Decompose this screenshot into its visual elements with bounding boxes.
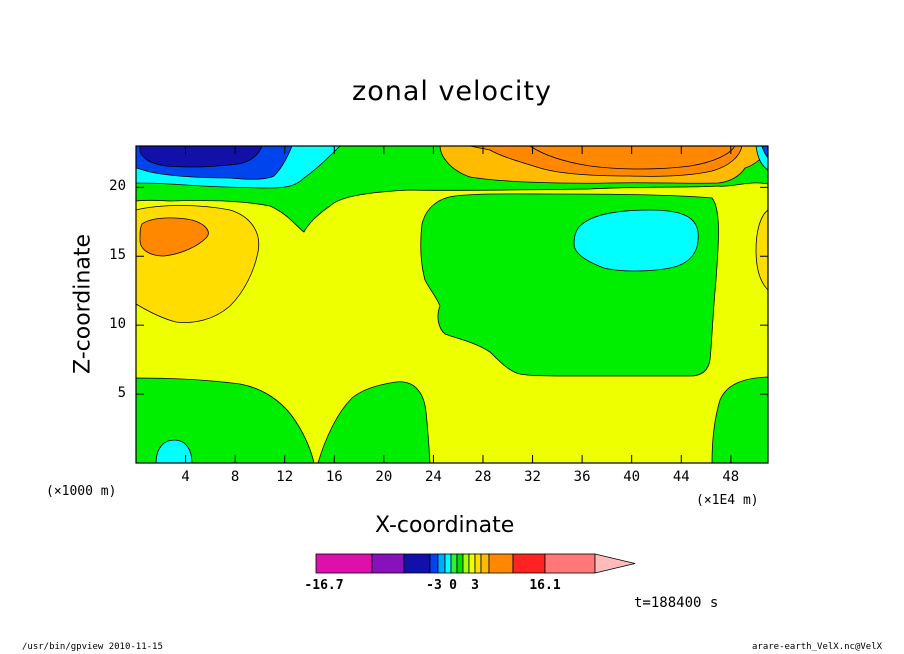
colorbar-segment: [480, 553, 490, 574]
colorbar-segment: [474, 553, 482, 574]
contour-fill-top-red: [529, 146, 736, 170]
colorbar: [315, 553, 636, 574]
colorbar-segment: [512, 553, 546, 574]
x-tick-label: 12: [276, 469, 294, 485]
y-tick-label: 20: [109, 178, 126, 195]
chart-title: zonal velocity: [352, 76, 552, 107]
x-tick-label: 44: [672, 469, 690, 485]
plot-frame: [135, 145, 769, 464]
x-tick-label: 16: [325, 469, 343, 485]
x-tick-label: 32: [524, 469, 541, 485]
contour-fill-mid-cyan: [573, 209, 699, 272]
x-tick-label: 20: [375, 469, 393, 485]
colorbar-tick-label: -16.7: [304, 578, 344, 593]
x-tick-marks: [185, 146, 732, 463]
contour-fill-right-lightorange: [755, 209, 768, 291]
contour-fill-bottom-left-cyan: [155, 439, 193, 463]
colorbar-segment: [429, 553, 439, 574]
x-tick-label: 40: [623, 469, 641, 485]
y-tick-marks: [136, 186, 768, 395]
footer-left: /usr/bin/gpview 2010-11-15: [22, 642, 163, 652]
contour-field: [136, 146, 768, 463]
colorbar-segment: [488, 553, 514, 574]
y-tick-label: 15: [109, 247, 126, 264]
colorbar-segment: [403, 553, 431, 574]
contour-fill-left-orange: [139, 217, 209, 257]
colorbar-tick-label: 0: [449, 578, 457, 593]
x-tick-label: 4: [181, 469, 190, 485]
contour-fill-bottom-mid-green: [317, 381, 431, 463]
colorbar-segment: [437, 553, 446, 574]
colorbar-segment: [468, 553, 476, 574]
y-tick-label: 10: [109, 316, 126, 333]
x-axis-label: X-coordinate: [375, 513, 515, 538]
time-label: t=188400 s: [634, 595, 719, 611]
x-tick-label: 28: [474, 469, 492, 485]
contour-fill-top-right-blue: [761, 146, 768, 159]
colorbar-tick-label: 3: [471, 578, 479, 593]
contour-fill-bottom-right-green: [711, 376, 768, 463]
footer-right: arare-earth_VelX.nc@VelX: [752, 642, 883, 652]
x-unit-right-label: (×1E4 m): [696, 493, 759, 508]
x-unit-left-label: (×1000 m): [46, 484, 117, 499]
y-axis-label: Z-coordinate: [70, 234, 96, 374]
colorbar-segment: [315, 553, 373, 574]
colorbar-segment: [462, 553, 470, 574]
colorbar-segment: [444, 553, 452, 574]
contour-fill-top-left-navy: [139, 146, 263, 168]
x-tick-label: 24: [424, 469, 442, 485]
colorbar-tick-label: -3: [426, 578, 442, 593]
colorbar-tick-label: 16.1: [529, 578, 561, 593]
colorbar-extension-arrow: [594, 553, 636, 574]
y-tick-label: 5: [117, 385, 126, 402]
x-tick-label: 8: [230, 469, 240, 485]
colorbar-segment: [544, 553, 596, 574]
x-tick-label: 36: [573, 469, 591, 485]
colorbar-segment: [371, 553, 405, 574]
colorbar-segment: [450, 553, 458, 574]
colorbar-segment: [456, 553, 464, 574]
x-tick-label: 48: [722, 469, 740, 485]
